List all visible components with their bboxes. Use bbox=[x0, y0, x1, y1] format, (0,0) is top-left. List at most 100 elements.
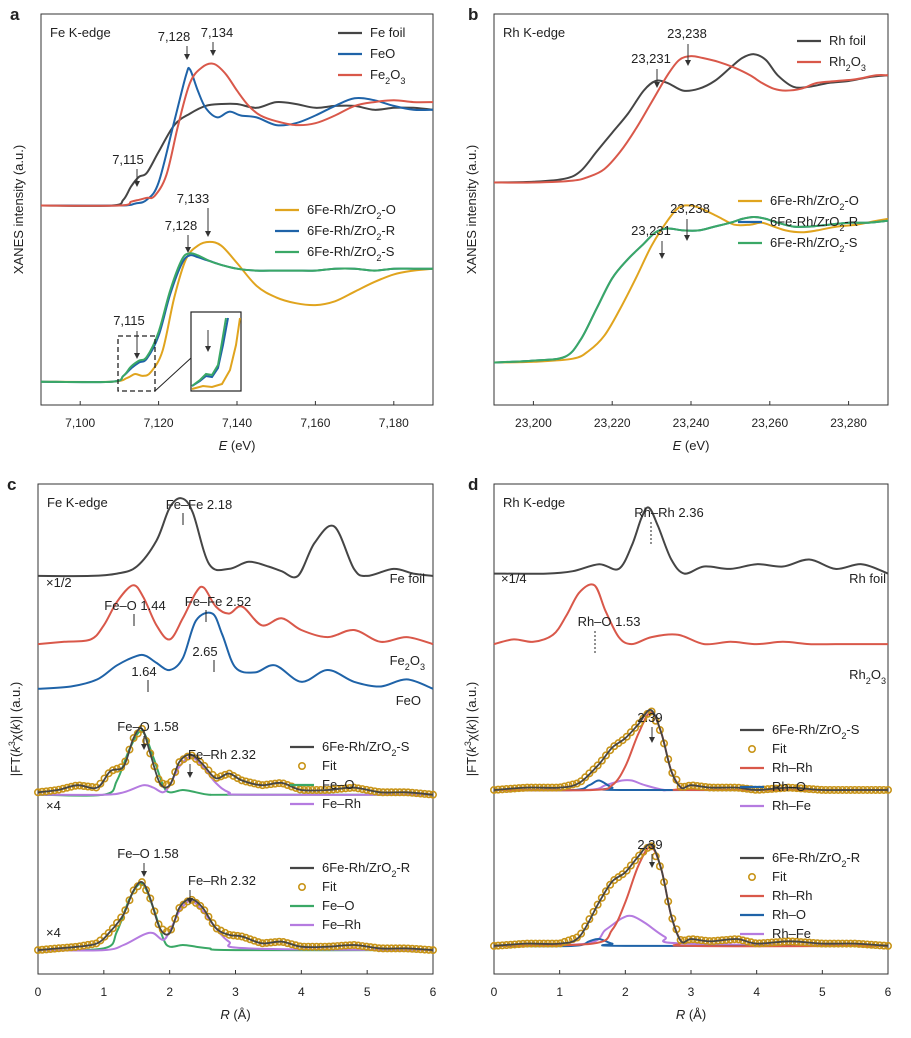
annotation: 2.39 bbox=[637, 837, 662, 852]
fit-point bbox=[635, 719, 644, 728]
x-tick-label: 23,220 bbox=[594, 416, 631, 430]
fit-point bbox=[676, 935, 685, 944]
annotation-arrowhead bbox=[141, 871, 147, 877]
series-line bbox=[493, 53, 889, 184]
series-line bbox=[493, 216, 889, 364]
fit-point bbox=[577, 777, 586, 786]
x-tick-label: 6 bbox=[885, 985, 892, 999]
fit-point bbox=[146, 894, 155, 903]
legend-text: Rh bbox=[849, 667, 866, 682]
x-axis-unit: (eV) bbox=[227, 438, 255, 453]
y-axis-label-part: k bbox=[464, 722, 479, 730]
x-tick-label: 23,280 bbox=[830, 416, 867, 430]
fit-point bbox=[622, 732, 631, 741]
inset-plot bbox=[191, 317, 241, 390]
legend-text: Fe bbox=[370, 67, 385, 82]
legend-marker bbox=[297, 761, 306, 770]
legend-entry: Rh foil bbox=[829, 33, 866, 48]
series-line bbox=[37, 611, 434, 690]
fit-point bbox=[229, 771, 238, 780]
series-end-label: FeO bbox=[396, 693, 421, 708]
series-line bbox=[40, 62, 434, 207]
legend-marker bbox=[747, 872, 756, 881]
legend-text: 6Fe-Rh/ZrO bbox=[322, 860, 391, 875]
legend-subscript: 3 bbox=[420, 662, 425, 672]
fit-point bbox=[117, 913, 126, 922]
annotation-arrowhead bbox=[185, 247, 191, 253]
x-axis-label: E (eV) bbox=[219, 438, 256, 453]
legend-entry: Rh–Fe bbox=[772, 926, 811, 941]
x-tick-label: 3 bbox=[232, 985, 239, 999]
legend-text: -S bbox=[844, 235, 857, 250]
inset-line bbox=[191, 317, 241, 390]
legend-text: O bbox=[871, 667, 881, 682]
x-tick-label: 6 bbox=[430, 985, 437, 999]
fit-point bbox=[196, 901, 205, 910]
annotation: Fe–O 1.44 bbox=[104, 598, 165, 613]
x-tick-label: 7,160 bbox=[300, 416, 330, 430]
legend-subscript: 2 bbox=[391, 748, 396, 758]
legend-entry: 6Fe-Rh/ZrO2-R bbox=[307, 223, 395, 242]
legend-text: 6Fe-Rh/ZrO bbox=[307, 244, 376, 259]
x-axis-variable: R bbox=[220, 1007, 229, 1022]
legend-text: FeO bbox=[396, 693, 421, 708]
legend-entry: Rh–Rh bbox=[772, 888, 812, 903]
annotation-arrowhead bbox=[210, 50, 216, 56]
legend-subscript: 2 bbox=[385, 76, 390, 86]
legend-text: Fe foil bbox=[390, 571, 426, 586]
legend-text: -R bbox=[846, 850, 860, 865]
annotation-arrowhead bbox=[684, 235, 690, 241]
panel-label: a bbox=[10, 5, 20, 24]
y-axis-label: |FT(k3χ(k)| (a.u.) bbox=[7, 682, 23, 776]
annotation: 7,115 bbox=[112, 152, 144, 167]
annotation: Fe–Fe 2.18 bbox=[166, 497, 233, 512]
legend-entry: Rh–Rh bbox=[772, 760, 812, 775]
x-tick-label: 7,100 bbox=[65, 416, 95, 430]
annotation: 2.65 bbox=[192, 644, 217, 659]
legend-text: O bbox=[410, 653, 420, 668]
annotation-arrowhead bbox=[654, 82, 660, 88]
legend-entry: 6Fe-Rh/ZrO2-R bbox=[322, 860, 410, 879]
panel-title: Fe K-edge bbox=[47, 495, 108, 510]
fit-point bbox=[246, 935, 255, 944]
fit-point bbox=[581, 773, 590, 782]
annotation-arrowhead bbox=[184, 54, 190, 60]
legend-subscript: 3 bbox=[861, 63, 866, 73]
fit-point bbox=[585, 769, 594, 778]
fit-point bbox=[287, 940, 296, 949]
legend-text: Rh–O bbox=[772, 907, 806, 922]
plot-frame bbox=[37, 483, 434, 975]
y-axis-label-part: χ( bbox=[8, 729, 23, 741]
legend-text: Fe–O bbox=[322, 777, 355, 792]
x-axis-label: R (Å) bbox=[220, 1007, 250, 1022]
y-axis-label-part: |FT( bbox=[464, 752, 479, 776]
annotation: 23,231 bbox=[631, 223, 671, 238]
series-line bbox=[37, 882, 434, 952]
series-line bbox=[40, 66, 434, 207]
y-axis-label: |FT(k3χ(k)| (a.u.) bbox=[463, 682, 479, 776]
legend-text: -S bbox=[381, 244, 394, 259]
panel-b: 23,200 23,220 23,240 23,260 23,280 E (eV) b Rh … bbox=[464, 5, 889, 453]
series-line bbox=[37, 730, 433, 797]
x-tick-label: 23,200 bbox=[515, 416, 552, 430]
legend-marker bbox=[297, 882, 306, 891]
y-axis-label-part: )| (a.u.) bbox=[464, 682, 479, 724]
annotation: 23,238 bbox=[670, 201, 710, 216]
legend-text: Fe foil bbox=[370, 25, 406, 40]
x-tick-label: 0 bbox=[491, 985, 498, 999]
fit-point bbox=[208, 919, 217, 928]
series-line bbox=[493, 583, 888, 646]
legend-text: -S bbox=[846, 722, 859, 737]
annotation: Fe–Rh 2.32 bbox=[188, 747, 256, 762]
annotation-arrowhead bbox=[649, 737, 655, 743]
scale-factor: ×1/2 bbox=[46, 575, 72, 590]
legend-subscript: 2 bbox=[391, 869, 396, 879]
annotation: 23,231 bbox=[631, 51, 671, 66]
annotation: Rh–Rh 2.36 bbox=[634, 505, 703, 520]
fit-point bbox=[626, 728, 635, 737]
series-line bbox=[493, 204, 889, 364]
annotation-arrowhead bbox=[649, 862, 655, 868]
fit-point bbox=[167, 777, 176, 786]
y-axis-label: XANES intensity (a.u.) bbox=[464, 145, 479, 274]
legend-entry: Fe–Rh bbox=[322, 796, 361, 811]
